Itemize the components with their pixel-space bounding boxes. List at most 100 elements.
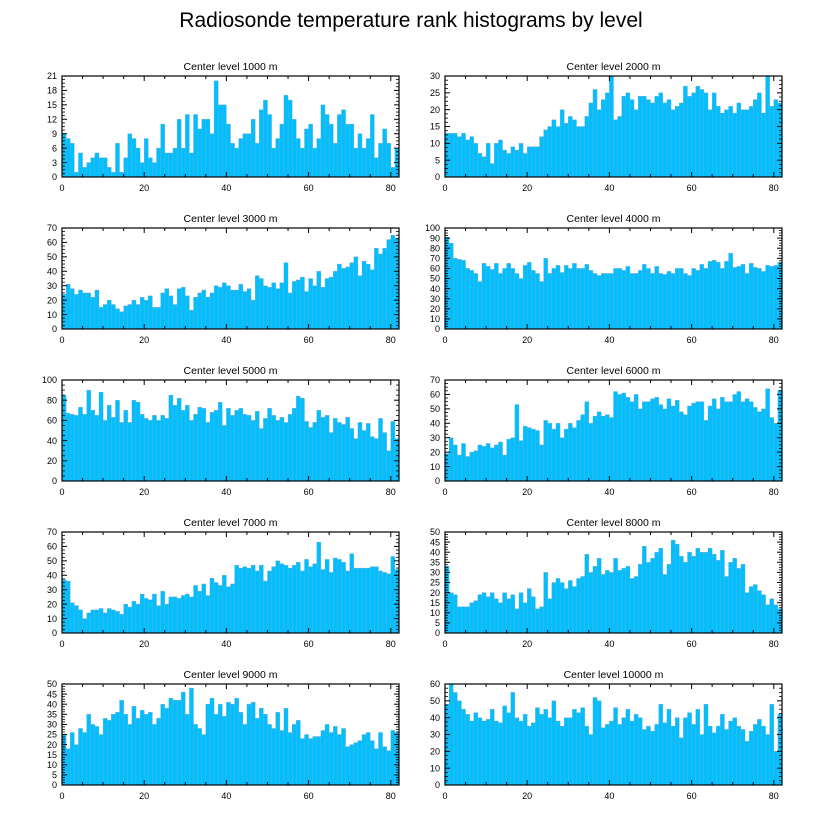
histogram-bar	[522, 425, 528, 482]
histogram-bar	[209, 133, 215, 178]
histogram-bar	[691, 724, 696, 786]
y-tick-label: 0	[435, 628, 440, 638]
histogram-bar	[250, 299, 256, 330]
histogram-bar	[592, 415, 598, 482]
x-tick-label: 60	[687, 335, 697, 345]
x-tick-label: 80	[386, 335, 396, 345]
histogram-bar	[115, 611, 120, 634]
y-tick-label: 45	[430, 537, 440, 547]
histogram-bar	[333, 271, 338, 330]
histogram-bar	[547, 423, 553, 482]
y-tick-label: 0	[435, 780, 440, 790]
histogram-bar	[469, 720, 474, 786]
histogram-bar	[748, 586, 754, 634]
histogram-bar	[769, 266, 774, 330]
histogram-bar	[156, 420, 161, 482]
histogram-bar	[365, 567, 371, 634]
histogram-bar	[506, 712, 511, 786]
histogram-bar	[357, 740, 363, 786]
x-tick-label: 60	[304, 791, 314, 801]
histogram-bar	[361, 734, 367, 786]
histogram-bar	[498, 441, 503, 482]
histogram-bar	[131, 400, 137, 482]
histogram-bar	[74, 605, 79, 634]
histogram-bar	[637, 408, 643, 482]
histogram-bar	[584, 401, 590, 482]
histogram-bar	[246, 133, 252, 178]
histogram-bar	[744, 741, 750, 786]
histogram-bar	[674, 268, 680, 330]
histogram-bar	[304, 559, 309, 634]
histogram-bar	[341, 109, 346, 178]
histogram-bar	[633, 109, 639, 178]
histogram-bar	[119, 699, 124, 786]
histogram-bar	[539, 281, 544, 330]
histogram-bar	[107, 167, 112, 178]
histogram-bar	[551, 428, 557, 482]
histogram-bar	[304, 291, 309, 330]
y-tick-label: 80	[430, 243, 440, 253]
x-tick-label: 20	[522, 487, 532, 497]
histogram-bar	[107, 299, 112, 330]
histogram-bar	[646, 401, 651, 482]
x-tick-label: 40	[604, 791, 614, 801]
histogram-bar	[328, 123, 334, 178]
histogram-bar	[324, 278, 330, 330]
histogram-bar	[609, 273, 614, 330]
histogram-bar	[576, 420, 581, 482]
histogram-bar	[732, 267, 737, 330]
histogram-bar	[617, 724, 622, 786]
histogram-bar	[267, 724, 272, 786]
histogram-bar	[584, 264, 590, 330]
histogram-bar	[254, 570, 260, 634]
x-tick-label: 0	[442, 183, 447, 193]
histogram-bar	[234, 410, 239, 482]
histogram-bar	[193, 297, 198, 330]
histogram-bar	[609, 572, 614, 634]
histogram-bar	[765, 388, 770, 482]
histogram-bar	[135, 603, 141, 634]
histogram-bar	[535, 273, 540, 330]
histogram-bar	[740, 264, 746, 330]
histogram-bar	[222, 282, 227, 330]
histogram-bar	[658, 404, 663, 482]
histogram-bar	[720, 397, 725, 482]
histogram-bar	[234, 289, 239, 330]
histogram-bar	[477, 717, 483, 786]
histogram-bar	[185, 593, 190, 634]
x-tick-label: 20	[139, 183, 149, 193]
histogram-bar	[695, 270, 700, 330]
histogram-bar	[555, 423, 561, 482]
histogram-bar	[353, 438, 359, 482]
histogram-bar	[662, 102, 668, 178]
histogram-bar	[650, 398, 655, 482]
histogram-bar	[201, 583, 207, 634]
x-tick-label: 20	[139, 335, 149, 345]
histogram-bar	[592, 566, 598, 634]
histogram-bar	[703, 420, 709, 482]
histogram-bar	[761, 725, 766, 786]
histogram-bar	[457, 136, 462, 178]
histogram-bar	[390, 167, 396, 178]
histogram-bar	[535, 608, 540, 634]
histogram-bar	[135, 718, 141, 786]
histogram-bar	[127, 304, 133, 330]
histogram-bar	[250, 565, 256, 634]
histogram-bar	[98, 307, 104, 330]
histogram-bar	[757, 268, 762, 330]
histogram-bar	[390, 421, 396, 482]
histogram-bar	[642, 729, 647, 786]
x-tick-label: 0	[442, 335, 447, 345]
histogram-bar	[625, 266, 631, 330]
histogram-bar	[197, 128, 202, 178]
histogram-bar	[518, 143, 524, 178]
x-tick-label: 40	[221, 639, 231, 649]
histogram-bar	[349, 123, 354, 178]
histogram-bar	[201, 289, 207, 330]
y-tick-label: 12	[47, 114, 57, 124]
histogram-bar	[291, 281, 297, 330]
histogram-bar	[361, 147, 367, 178]
histogram-bar	[535, 430, 540, 482]
histogram-bar	[119, 422, 124, 482]
histogram-bar	[765, 75, 770, 178]
